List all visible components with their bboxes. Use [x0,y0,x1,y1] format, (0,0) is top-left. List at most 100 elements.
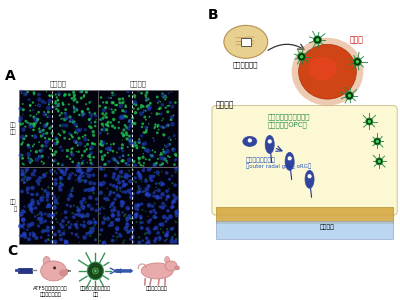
Point [80,170,86,175]
Point [78,156,84,161]
Point [77,141,83,146]
Point [99,157,106,162]
Bar [19,90,98,167]
Point [86,203,92,208]
Point [28,208,34,213]
Point [74,100,80,105]
Point [148,111,155,116]
Point [51,152,58,157]
Point [128,133,135,138]
Point [151,190,157,195]
Point [163,219,169,224]
Point [139,124,145,129]
Point [20,102,26,106]
Point [137,189,143,194]
Point [111,190,117,195]
Point [52,200,59,205]
Circle shape [300,55,303,58]
Point [162,238,168,243]
Point [148,218,154,222]
Point [29,158,35,163]
Point [84,142,91,147]
Point [17,213,24,218]
Point [154,94,160,99]
Point [158,124,165,129]
Point [97,130,103,135]
Point [145,97,151,101]
Point [20,218,26,223]
Point [47,146,54,151]
Bar [241,38,251,46]
Point [20,140,26,145]
Point [90,226,96,231]
Point [46,93,52,98]
Point [163,95,169,100]
Point [74,140,80,144]
Point [40,188,47,193]
Point [52,232,58,237]
Point [104,141,110,146]
Point [157,163,164,168]
Point [80,174,87,178]
Point [146,184,152,189]
Point [164,110,171,114]
Point [29,134,36,138]
Bar [19,167,98,244]
Point [97,211,103,216]
Point [123,130,130,135]
Point [79,89,85,94]
Point [168,227,175,232]
Point [57,180,64,185]
Point [21,222,27,226]
Point [33,236,40,240]
Point [79,203,85,208]
Point [72,139,78,144]
Point [158,152,165,157]
Ellipse shape [165,261,177,271]
Point [140,122,146,126]
Point [87,158,94,162]
Point [70,90,77,95]
Point [101,215,108,220]
Point [165,208,171,213]
Point [57,187,64,192]
Ellipse shape [165,256,170,263]
Text: 歩行機能が改善: 歩行機能が改善 [146,286,168,291]
Point [104,196,110,201]
Point [61,130,68,134]
Point [167,214,174,219]
Point [170,147,177,152]
Point [146,214,152,218]
Point [154,130,160,135]
Point [79,110,85,114]
Point [80,159,86,164]
Point [32,214,38,219]
Point [132,204,138,209]
Point [68,191,74,196]
Point [27,160,34,165]
Point [40,193,46,197]
Point [46,203,53,208]
Point [155,181,162,186]
Point [78,215,85,220]
Point [126,158,132,162]
Point [67,115,73,119]
Point [113,230,120,235]
Point [90,186,97,190]
Text: オリゴデンドロサイト
前駆細胞（OPC）: オリゴデンドロサイト 前駆細胞（OPC） [268,113,310,128]
Point [122,190,129,194]
Point [46,137,52,142]
Point [52,92,59,97]
Point [136,139,142,144]
Point [151,208,157,213]
Point [137,214,144,219]
Point [51,137,57,142]
Point [20,127,27,132]
Point [52,169,58,174]
Point [37,121,44,125]
Point [152,124,158,129]
Point [119,146,125,151]
Point [68,173,74,178]
Point [68,147,75,152]
Point [50,214,56,219]
